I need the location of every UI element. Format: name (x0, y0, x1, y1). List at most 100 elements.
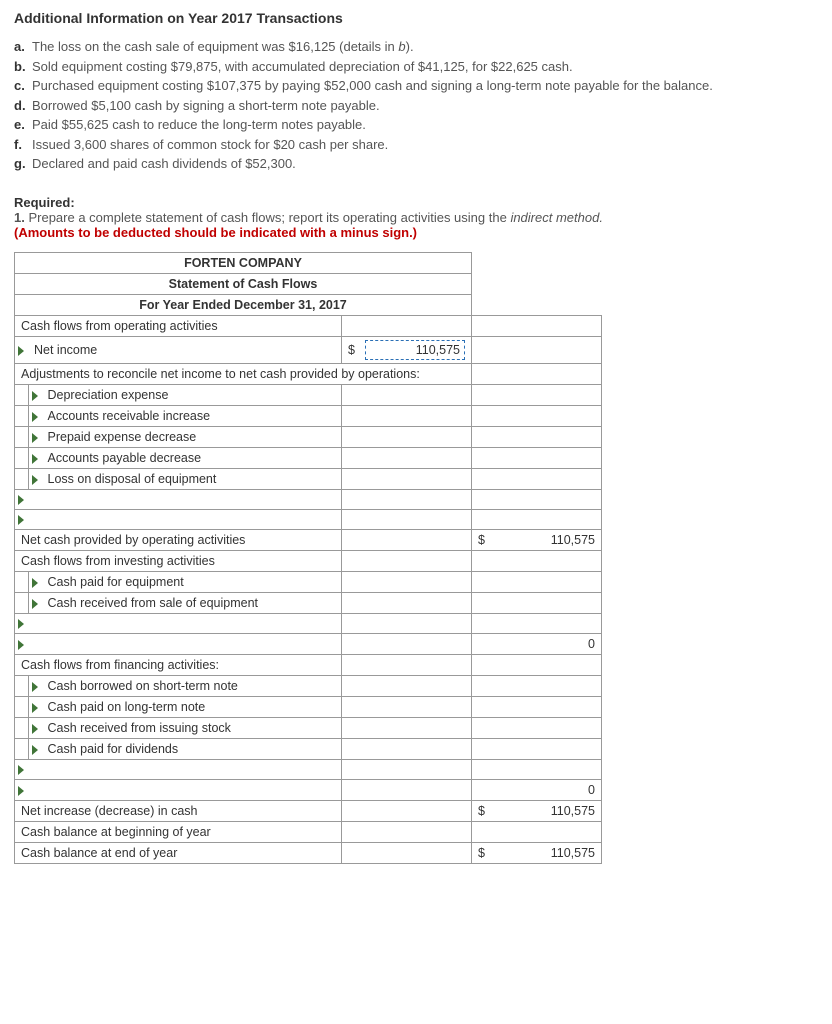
cash-paid-eq-input[interactable] (342, 571, 472, 592)
loss-label[interactable]: Loss on disposal of equipment (42, 468, 342, 489)
period-header: For Year Ended December 31, 2017 (15, 294, 472, 315)
fin-header-label: Cash flows from financing activities: (15, 654, 342, 675)
div-input[interactable] (342, 738, 472, 759)
stock-input[interactable] (342, 717, 472, 738)
row-fin-blank[interactable] (15, 759, 602, 779)
cash-paid-eq-label[interactable]: Cash paid for equipment (42, 571, 342, 592)
dep-input[interactable] (342, 384, 472, 405)
dropdown-icon[interactable] (32, 412, 38, 422)
end-bal-value: $110,575 (472, 842, 602, 863)
row-end-bal: Cash balance at end of year $110,575 (15, 842, 602, 863)
row-loss[interactable]: Loss on disposal of equipment (15, 468, 602, 489)
required-red: (Amounts to be deducted should be indica… (14, 225, 818, 240)
text-d: Borrowed $5,100 cash by signing a short-… (32, 97, 380, 115)
dep-label[interactable]: Depreciation expense (42, 384, 342, 405)
required-block: Required: 1. Prepare a complete statemen… (14, 195, 818, 240)
borrow-st-input[interactable] (342, 675, 472, 696)
row-dep[interactable]: Depreciation expense (15, 384, 602, 405)
row-inv-blank[interactable] (15, 613, 602, 633)
ar-input[interactable] (342, 405, 472, 426)
loss-input[interactable] (342, 468, 472, 489)
beg-bal-input[interactable] (472, 821, 602, 842)
dropdown-icon[interactable] (32, 433, 38, 443)
beg-bal-label: Cash balance at beginning of year (15, 821, 342, 842)
dropdown-icon[interactable] (32, 475, 38, 485)
row-paid-lt[interactable]: Cash paid on long-term note (15, 696, 602, 717)
item-e: e. Paid $55,625 cash to reduce the long-… (14, 116, 818, 134)
row-borrow-st[interactable]: Cash borrowed on short-term note (15, 675, 602, 696)
dropdown-icon[interactable] (32, 682, 38, 692)
text-e: Paid $55,625 cash to reduce the long-ter… (32, 116, 366, 134)
row-inv-total[interactable]: 0 (15, 633, 602, 654)
item-b: b. Sold equipment costing $79,875, with … (14, 58, 818, 76)
dropdown-icon[interactable] (18, 346, 24, 356)
dropdown-icon[interactable] (18, 786, 24, 796)
net-income-label[interactable]: Net income (28, 336, 342, 363)
net-change-value: $110,575 (472, 800, 602, 821)
row-ap[interactable]: Accounts payable decrease (15, 447, 602, 468)
ap-input[interactable] (342, 447, 472, 468)
dropdown-icon[interactable] (32, 391, 38, 401)
dropdown-icon[interactable] (18, 765, 24, 775)
dropdown-icon[interactable] (32, 724, 38, 734)
required-num: 1. (14, 210, 25, 225)
dropdown-icon[interactable] (18, 515, 24, 525)
row-net-income[interactable]: Net income $110,575 (15, 336, 602, 363)
required-italic: indirect method. (510, 210, 603, 225)
div-label[interactable]: Cash paid for dividends (42, 738, 342, 759)
row-blank-2[interactable] (15, 509, 602, 529)
letter-d: d. (14, 97, 32, 115)
dropdown-icon[interactable] (18, 495, 24, 505)
paid-lt-input[interactable] (342, 696, 472, 717)
dropdown-icon[interactable] (32, 454, 38, 464)
row-adj-header: Adjustments to reconcile net income to n… (15, 363, 602, 384)
transaction-list: a. The loss on the cash sale of equipmen… (14, 38, 818, 173)
text-a-tail: ). (406, 39, 414, 54)
dropdown-icon[interactable] (32, 578, 38, 588)
stock-label[interactable]: Cash received from issuing stock (42, 717, 342, 738)
letter-f: f. (14, 136, 32, 154)
text-g: Declared and paid cash dividends of $52,… (32, 155, 296, 173)
ppd-label[interactable]: Prepaid expense decrease (42, 426, 342, 447)
item-d: d. Borrowed $5,100 cash by signing a sho… (14, 97, 818, 115)
row-cash-recv-eq[interactable]: Cash received from sale of equipment (15, 592, 602, 613)
row-fin-total[interactable]: 0 (15, 779, 602, 800)
dropdown-icon[interactable] (18, 619, 24, 629)
cash-recv-eq-label[interactable]: Cash received from sale of equipment (42, 592, 342, 613)
cash-recv-eq-input[interactable] (342, 592, 472, 613)
item-c: c. Purchased equipment costing $107,375 … (14, 77, 818, 95)
inv-header-label: Cash flows from investing activities (15, 550, 342, 571)
dropdown-icon[interactable] (32, 599, 38, 609)
fin-total-value: 0 (472, 779, 602, 800)
dropdown-icon[interactable] (18, 640, 24, 650)
net-change-label: Net increase (decrease) in cash (15, 800, 342, 821)
row-blank-1[interactable] (15, 489, 602, 509)
row-stock[interactable]: Cash received from issuing stock (15, 717, 602, 738)
letter-g: g. (14, 155, 32, 173)
ap-label[interactable]: Accounts payable decrease (42, 447, 342, 468)
dropdown-icon[interactable] (32, 745, 38, 755)
row-ppd[interactable]: Prepaid expense decrease (15, 426, 602, 447)
text-a: The loss on the cash sale of equipment w… (32, 39, 398, 54)
cash-flow-table: FORTEN COMPANY Statement of Cash Flows F… (14, 252, 602, 864)
ar-label[interactable]: Accounts receivable increase (42, 405, 342, 426)
row-div[interactable]: Cash paid for dividends (15, 738, 602, 759)
row-op-header: Cash flows from operating activities (15, 315, 602, 336)
paid-lt-label[interactable]: Cash paid on long-term note (42, 696, 342, 717)
text-b: Sold equipment costing $79,875, with acc… (32, 58, 573, 76)
letter-e: e. (14, 116, 32, 134)
row-cash-paid-eq[interactable]: Cash paid for equipment (15, 571, 602, 592)
net-income-input[interactable]: $110,575 (342, 336, 472, 363)
dropdown-icon[interactable] (32, 703, 38, 713)
page-title: Additional Information on Year 2017 Tran… (14, 10, 818, 26)
row-ar[interactable]: Accounts receivable increase (15, 405, 602, 426)
row-beg-bal[interactable]: Cash balance at beginning of year (15, 821, 602, 842)
ppd-input[interactable] (342, 426, 472, 447)
row-net-op: Net cash provided by operating activitie… (15, 529, 602, 550)
row-net-change: Net increase (decrease) in cash $110,575 (15, 800, 602, 821)
text-a-italic: b (398, 39, 405, 54)
text-c: Purchased equipment costing $107,375 by … (32, 77, 713, 95)
item-a: a. The loss on the cash sale of equipmen… (14, 38, 818, 56)
borrow-st-label[interactable]: Cash borrowed on short-term note (42, 675, 342, 696)
end-bal-label: Cash balance at end of year (15, 842, 342, 863)
